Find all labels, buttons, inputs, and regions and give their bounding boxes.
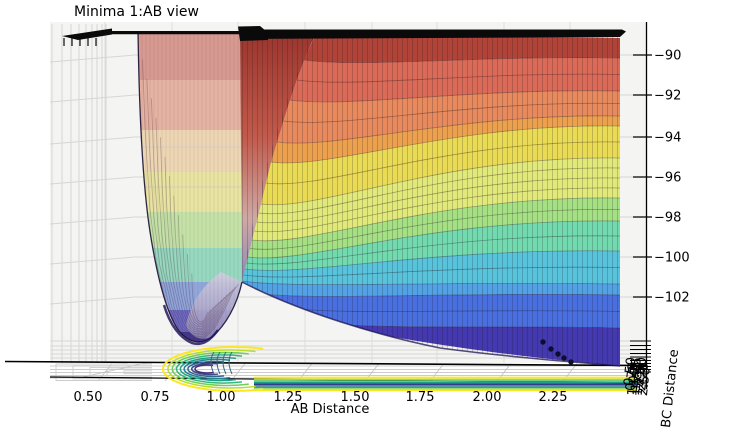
surface-mesh-horizontal (244, 250, 621, 271)
contour-projection-curl (228, 351, 233, 375)
bc-tick-label-overlapped: 2.00 (632, 356, 650, 386)
x-tick-label: 0.50 (74, 390, 103, 405)
x-axis-label: AB Distance (291, 402, 370, 417)
surface-mesh-horizontal (296, 73, 621, 83)
canyon-mesh-ring (160, 137, 228, 335)
plateau-wedge (62, 28, 112, 40)
x-tick-label: 0.75 (141, 390, 170, 405)
box-back-bottom-edge (4, 360, 647, 367)
bc-tick-label-overlapped: 1.50 (629, 361, 647, 391)
floor-corner-grid (123, 370, 152, 375)
contour-projection-curl (216, 351, 221, 375)
canyon-mesh-ring (182, 234, 215, 326)
contour-projection-hook-ring (194, 364, 214, 374)
floor-edge-diagonal (82, 361, 151, 378)
floor-gridline-diagonal (230, 363, 246, 382)
surface-mesh-horizontal (270, 125, 621, 164)
z-tick-label: −90 (654, 49, 681, 64)
x-tick-label: 1.50 (341, 390, 370, 405)
bc-tick-label-overlapped: 1.75 (631, 366, 649, 396)
x-tick-label: 1.25 (274, 390, 303, 405)
floor-corner-grid (106, 368, 152, 376)
y-axis-label: BC Distance (659, 349, 682, 429)
surface-mesh-horizontal (247, 220, 621, 259)
contour-projection-hook-ring (162, 346, 264, 392)
canyon-mesh-ring (146, 78, 236, 340)
surface-mesh-horizontal (289, 90, 621, 103)
surface-mesh-horizontal (254, 187, 621, 233)
contour-projection-hook-ring (167, 349, 256, 389)
canyon-mesh-ring (177, 215, 217, 328)
surface-mesh-horizontal (249, 209, 621, 250)
surface-mesh-horizontal (243, 266, 621, 278)
bc-tick-label-overlapped: 1.25 (627, 356, 645, 386)
ridge-mesh-overlay (240, 31, 316, 281)
z-tick-label: −98 (654, 211, 681, 226)
floor-corner-grid (55, 363, 152, 381)
surface-mesh-horizontal (282, 307, 621, 312)
surface-mesh-horizontal (242, 280, 621, 286)
x-tick-label: 1.00 (207, 390, 236, 405)
surface-front-edge (241, 281, 621, 367)
surface-mesh-horizontal (251, 197, 621, 242)
surface-mesh-horizontal (246, 235, 621, 265)
x-tick-label: 2.25 (539, 390, 568, 405)
plateau-band (240, 29, 626, 39)
bc-tick-label-overlapped: 1.00 (625, 366, 643, 396)
canyon-mesh-ring (151, 98, 234, 338)
floor-corner-grid (72, 365, 152, 380)
canyon-mesh-ring (173, 195, 220, 330)
surface-mesh-horizontal (256, 177, 621, 224)
x-tick-label: 1.75 (406, 390, 435, 405)
z-tick-label: −96 (654, 171, 681, 186)
bc-tick-label-overlapped: 0.50 (622, 356, 640, 386)
canyon-mesh-ring (169, 176, 223, 331)
x-tick-label: 2.00 (473, 390, 502, 405)
surface-bowl (242, 30, 622, 366)
z-tick-label: −92 (654, 89, 681, 104)
contour-projection-hook-ring (171, 351, 249, 387)
surface-mesh-horizontal (303, 57, 621, 64)
z-tick-label: −102 (654, 291, 690, 306)
bc-tick-label-overlapped: 0.75 (623, 361, 641, 391)
scatter-point (548, 346, 554, 352)
bc-tick-label-overlapped: 2.25 (634, 361, 652, 391)
floor-corner-grid (89, 366, 152, 378)
surface-mesh-horizontal (276, 115, 621, 144)
canyon-mesh-ring (191, 273, 209, 323)
scatter-point (561, 355, 567, 361)
contour-projection-hook-ring (175, 354, 243, 384)
contour-projection-hook-ring (183, 358, 231, 380)
canyon-bottom-edge (162, 304, 220, 346)
scatter-point (540, 339, 546, 345)
plateau-cap (238, 26, 268, 41)
canyon-mesh-ring (164, 156, 225, 333)
plot-title: Minima 1:AB view (74, 4, 199, 20)
canyon-front-rim (137, 30, 243, 343)
z-tick-label: −100 (654, 251, 690, 266)
plateau-thin (107, 31, 240, 35)
canyon-mesh-ring (186, 254, 212, 324)
contour-projection-hook-ring (179, 356, 237, 382)
contour-projection-curl (210, 351, 215, 375)
surface-mesh-horizontal (253, 292, 621, 297)
contour-projection-hook-ring (187, 360, 225, 378)
scatter-point (555, 351, 561, 357)
canyon-mesh-ring (155, 117, 231, 336)
bc-tick-label-overlapped: 2.50 (636, 366, 654, 396)
surface-mesh-horizontal (283, 102, 621, 123)
z-tick-label: −94 (654, 131, 681, 146)
surface-mesh-horizontal (258, 167, 621, 215)
contour-projection-curl (222, 351, 227, 375)
surface-mesh-horizontal (265, 141, 621, 185)
canyon-mesh-ring (142, 59, 239, 341)
surface-mesh-horizontal (260, 157, 621, 206)
scatter-point (568, 359, 574, 365)
contour-projection-hook-ring (191, 362, 219, 376)
